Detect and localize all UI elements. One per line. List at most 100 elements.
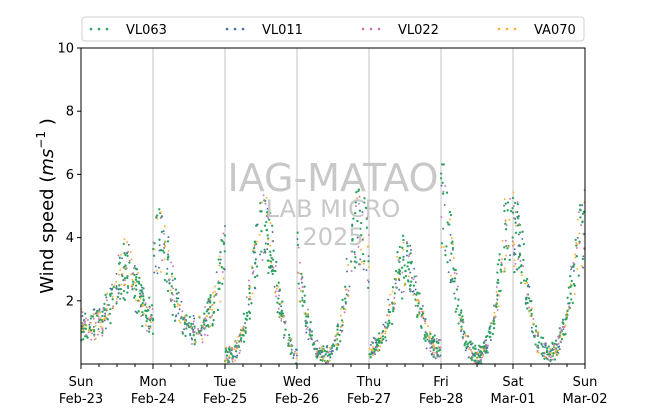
point-vl063 [418, 292, 421, 295]
point-vl063 [245, 311, 249, 315]
point-vl063 [511, 211, 515, 214]
point-vl022 [455, 272, 458, 275]
point-vl022 [148, 306, 151, 309]
point-vl022 [534, 334, 537, 337]
point-va070 [567, 308, 570, 311]
point-vl011 [133, 265, 136, 267]
point-vl063 [271, 272, 274, 276]
point-vl063 [518, 266, 521, 269]
point-va070 [240, 328, 243, 331]
point-vl063 [163, 278, 167, 282]
point-vl063 [363, 201, 366, 204]
point-vl063 [148, 319, 152, 322]
point-vl063 [467, 342, 470, 345]
point-vl022 [442, 190, 445, 193]
point-vl063 [251, 266, 254, 270]
point-vl063 [271, 258, 275, 261]
point-va070 [321, 346, 324, 349]
point-vl022 [401, 271, 404, 274]
point-vl063 [435, 347, 439, 350]
point-vl063 [577, 274, 580, 277]
point-vl022 [245, 296, 248, 299]
point-vl063 [543, 357, 546, 360]
point-vl022 [568, 305, 570, 308]
legend-item-va070: VA070 [497, 23, 576, 38]
point-va070 [362, 237, 365, 240]
point-vl063 [525, 277, 529, 281]
point-vl022 [305, 320, 308, 323]
point-vl063 [324, 353, 327, 356]
point-vl011 [413, 267, 416, 270]
point-vl063 [359, 227, 362, 230]
point-vl063 [144, 314, 148, 317]
point-vl063 [148, 296, 151, 299]
point-vl022 [575, 247, 578, 249]
point-vl063 [541, 345, 545, 348]
point-vl063 [242, 312, 246, 316]
point-va070 [153, 248, 156, 251]
point-vl063 [309, 321, 312, 324]
point-vl022 [512, 217, 515, 220]
watermark-line1: IAG-MATAO [227, 156, 438, 200]
point-vl011 [300, 281, 303, 284]
point-vl011 [119, 297, 122, 300]
point-va070 [130, 284, 133, 287]
point-va070 [367, 266, 370, 268]
point-vl063 [248, 287, 251, 290]
point-vl063 [517, 217, 520, 220]
point-vl063 [137, 310, 140, 313]
point-vl011 [247, 303, 250, 306]
point-va070 [537, 331, 540, 334]
point-vl063 [118, 256, 121, 259]
point-va070 [82, 329, 85, 331]
point-va070 [289, 345, 292, 348]
point-va070 [88, 329, 91, 331]
point-vl063 [228, 347, 231, 350]
point-vl063 [456, 304, 460, 307]
point-vl063 [440, 163, 444, 166]
point-vl022 [433, 353, 436, 356]
point-vl063 [141, 310, 144, 314]
point-vl063 [301, 290, 304, 293]
x-tick-day: Sat [502, 375, 523, 390]
point-vl063 [138, 276, 141, 280]
point-vl011 [375, 341, 378, 344]
point-va070 [379, 345, 382, 348]
point-vl022 [261, 259, 264, 262]
point-vl063 [160, 230, 164, 234]
point-va070 [530, 307, 533, 310]
point-vl063 [478, 355, 482, 359]
point-va070 [384, 332, 387, 335]
point-va070 [418, 313, 421, 316]
point-va070 [228, 355, 231, 358]
point-vl022 [271, 240, 274, 242]
legend-item-vl063: VL063 [89, 23, 167, 38]
point-vl063 [304, 322, 308, 325]
watermark-line2: LAB MICRO [266, 195, 401, 223]
point-va070 [529, 315, 532, 318]
legend-marker [377, 27, 381, 31]
point-va070 [427, 335, 430, 338]
x-tick-date: Mar-02 [563, 392, 608, 407]
point-vl022 [509, 197, 512, 200]
point-va070 [536, 350, 539, 353]
point-vl063 [340, 319, 344, 322]
point-vl022 [373, 352, 375, 355]
point-vl063 [361, 252, 365, 256]
point-va070 [427, 325, 429, 328]
point-va070 [335, 343, 338, 346]
point-vl022 [301, 286, 304, 288]
point-vl011 [148, 327, 150, 330]
point-vl063 [499, 268, 502, 271]
point-vl022 [102, 307, 105, 310]
point-vl063 [419, 307, 422, 310]
point-vl011 [254, 261, 257, 264]
point-va070 [167, 250, 170, 252]
point-vl011 [248, 284, 251, 287]
point-va070 [171, 275, 173, 278]
point-vl063 [504, 202, 507, 205]
point-vl022 [204, 317, 207, 320]
point-vl011 [449, 259, 452, 262]
point-vl063 [260, 230, 263, 233]
point-va070 [280, 302, 282, 305]
